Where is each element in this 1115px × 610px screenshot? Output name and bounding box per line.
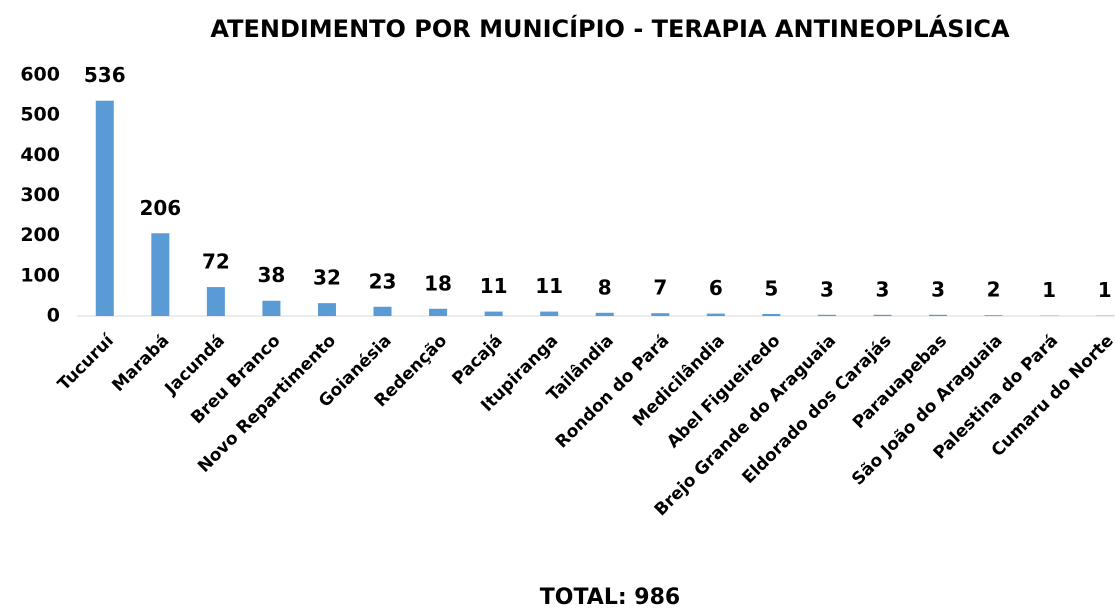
value-label: 1 [1098,278,1112,302]
value-label: 11 [535,274,563,298]
total-annotation: TOTAL: 986 [540,585,680,610]
value-label: 38 [258,263,286,287]
y-tick-label: 100 [20,264,60,286]
bar [984,315,1003,316]
bar [151,233,170,316]
value-label: 3 [820,277,834,301]
bar [706,313,725,316]
bar [873,314,892,316]
bar [484,311,503,316]
value-label: 32 [313,266,341,290]
bar [317,303,336,316]
value-label: 2 [987,278,1001,302]
y-tick-label: 600 [20,64,60,86]
x-tick-label: Parauapebas [849,331,951,433]
value-label: 11 [480,274,508,298]
value-label: 18 [424,271,452,295]
bar [540,311,559,316]
value-label: 3 [876,277,890,301]
value-label: 72 [202,250,230,274]
bar [262,300,281,316]
x-tick-label: Tucuruí [54,330,119,395]
y-tick-label: 500 [20,104,60,126]
y-tick-label: 400 [20,144,60,166]
bar [762,313,781,316]
bar [929,314,948,316]
bar [206,287,225,316]
chart-title: ATENDIMENTO POR MUNICÍPIO - TERAPIA ANTI… [210,14,1010,43]
value-label: 6 [709,276,723,300]
bar [817,314,836,316]
value-label: 5 [764,276,778,300]
y-tick-label: 0 [47,305,60,327]
bar [95,100,114,316]
value-label: 1 [1042,278,1056,302]
y-tick-label: 200 [20,224,60,246]
value-label: 536 [84,63,126,87]
bar [595,312,614,316]
value-label: 23 [369,269,397,293]
value-label: 3 [931,277,945,301]
value-label: 206 [139,196,181,220]
value-label: 8 [598,275,612,299]
bar [651,313,670,316]
bar [373,306,392,316]
value-label: 7 [653,276,667,300]
y-tick-label: 300 [20,184,60,206]
bar [429,308,448,316]
